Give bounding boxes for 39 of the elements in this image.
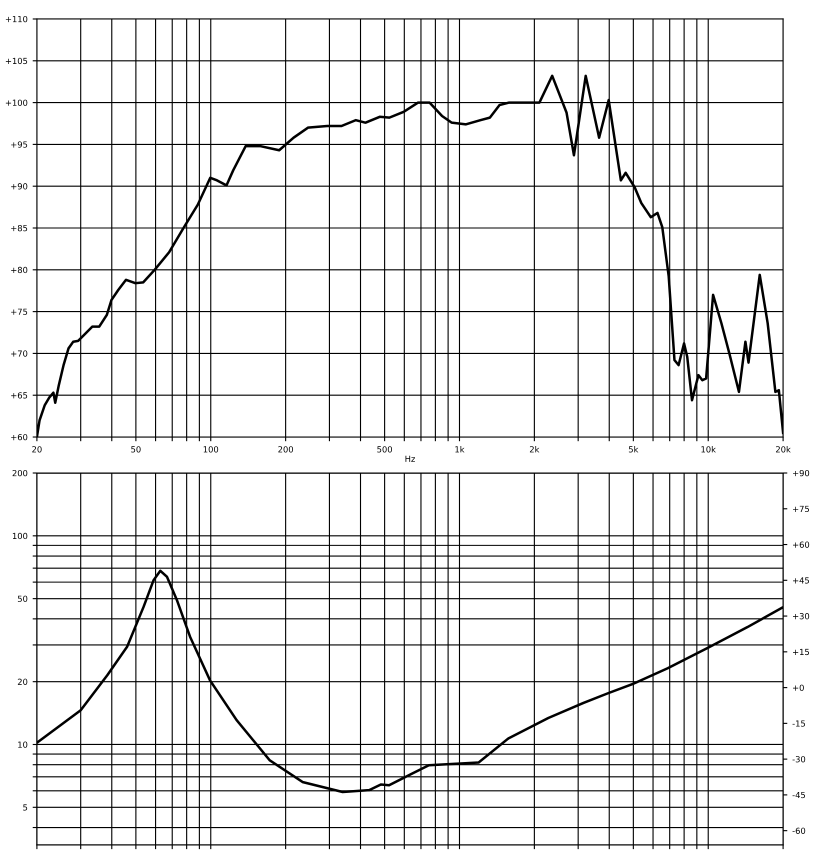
y-tick-label: +75 bbox=[11, 308, 28, 315]
y-tick-label: +60 bbox=[11, 434, 28, 440]
x-tick-label: 500 bbox=[377, 446, 392, 452]
y2-tick-label: +75 bbox=[793, 506, 809, 512]
y2-tick-label: +0 bbox=[793, 684, 804, 691]
y-tick-label: +70 bbox=[11, 350, 28, 357]
x-tick-label: 20k bbox=[776, 446, 791, 452]
y2-tick-label: -30 bbox=[792, 756, 806, 762]
y-tick-label: +85 bbox=[11, 224, 28, 232]
y2-tick-label: +45 bbox=[793, 577, 809, 584]
x-tick-label: 200 bbox=[278, 446, 294, 452]
y-tick-label: 20 bbox=[18, 678, 28, 685]
x-tick-label: 10k bbox=[701, 446, 716, 452]
x-tick-label: 100 bbox=[204, 446, 218, 452]
y-tick-label: 5 bbox=[23, 804, 28, 811]
y2-tick-label: +90 bbox=[793, 470, 810, 476]
y-tick-label: +95 bbox=[11, 141, 28, 148]
y2-tick-label: +30 bbox=[793, 613, 810, 620]
y2-tick-label: -45 bbox=[792, 792, 806, 798]
y-tick-label: 10 bbox=[18, 741, 28, 748]
x-tick-label: 2k bbox=[530, 446, 540, 452]
x-tick-label: 1k bbox=[455, 446, 465, 452]
y-tick-label: +110 bbox=[6, 16, 28, 22]
y-tick-label: +90 bbox=[11, 183, 28, 190]
x-tick-label: 50 bbox=[131, 446, 141, 452]
y2-tick-label: -15 bbox=[792, 720, 806, 727]
y-tick-label: 200 bbox=[12, 470, 28, 476]
y-tick-label: +65 bbox=[11, 392, 28, 399]
y-tick-label: 100 bbox=[12, 532, 28, 540]
y-tick-label: +100 bbox=[6, 100, 28, 106]
x-axis-title: Hz bbox=[405, 456, 415, 462]
y-tick-label: 50 bbox=[18, 596, 28, 602]
y2-tick-label: +60 bbox=[793, 542, 810, 548]
y-tick-label: +105 bbox=[6, 58, 28, 64]
y2-tick-label: +15 bbox=[793, 648, 809, 656]
y2-tick-label: -60 bbox=[792, 828, 806, 834]
y-tick-label: +80 bbox=[11, 266, 28, 274]
x-tick-label: 20 bbox=[32, 446, 42, 452]
x-tick-label: 5k bbox=[628, 446, 638, 452]
